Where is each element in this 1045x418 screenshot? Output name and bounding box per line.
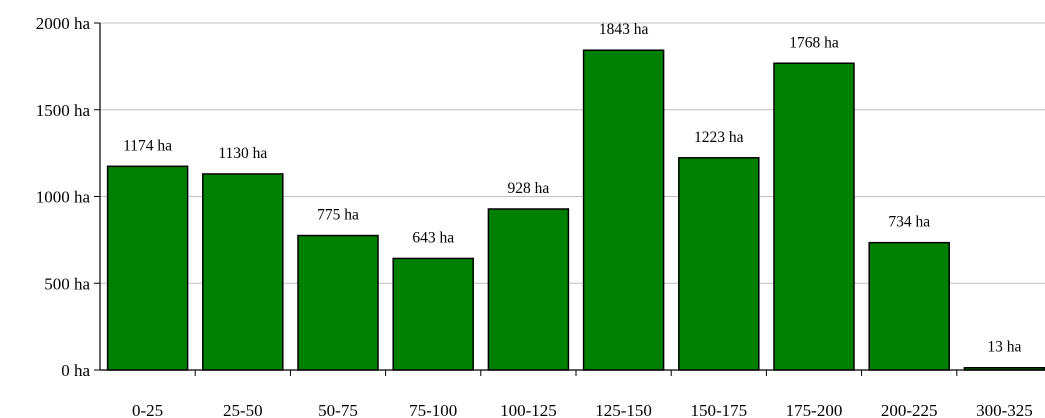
x-tick-label: 0-25 <box>132 401 163 418</box>
data-label: 13 ha <box>987 339 1021 356</box>
data-label: 1223 ha <box>694 129 744 146</box>
x-tick-label: 150-175 <box>690 401 747 418</box>
x-tick-label: 300-325 <box>976 401 1033 418</box>
data-labels: 1174 ha 1130 ha 775 ha 643 ha 928 ha 1843 ha 1… <box>123 21 1021 356</box>
data-label: 643 ha <box>412 229 454 246</box>
bars <box>106 49 1045 371</box>
bar <box>202 173 284 371</box>
bar <box>582 49 665 371</box>
data-label: 734 ha <box>888 214 930 231</box>
x-tick-label: 175-200 <box>786 401 843 418</box>
data-label: 1843 ha <box>599 21 649 38</box>
bar <box>106 165 189 371</box>
x-tick-label: 100-125 <box>500 401 557 418</box>
data-label: 775 ha <box>317 207 359 224</box>
y-tick-label: 1500 ha <box>36 101 91 120</box>
bar <box>868 241 950 371</box>
y-tick-label: 0 ha <box>61 361 90 380</box>
data-label: 1130 ha <box>218 145 267 162</box>
y-tick-label: 500 ha <box>44 274 90 293</box>
bar <box>773 62 855 371</box>
x-tick-label: 125-150 <box>595 401 652 418</box>
x-tick-label: 75-100 <box>409 401 457 418</box>
x-axis-ticks: 0-25 25-50 50-75 75-100 100-125 125-150 150-17… <box>132 370 1033 418</box>
data-label: 1768 ha <box>789 34 839 51</box>
x-tick-label: 50-75 <box>318 401 358 418</box>
data-label: 928 ha <box>508 180 550 197</box>
bar <box>297 234 379 371</box>
data-label: 1174 ha <box>123 137 172 154</box>
y-tick-label: 1000 ha <box>36 188 91 207</box>
bar <box>678 157 760 371</box>
bar <box>392 257 474 371</box>
x-tick-label: 200-225 <box>881 401 938 418</box>
x-tick-label: 25-50 <box>223 401 263 418</box>
y-axis-ticks: 0 ha 500 ha 1000 ha 1500 ha 2000 ha <box>36 14 100 380</box>
y-tick-label: 2000 ha <box>36 14 91 33</box>
bar <box>487 208 570 371</box>
